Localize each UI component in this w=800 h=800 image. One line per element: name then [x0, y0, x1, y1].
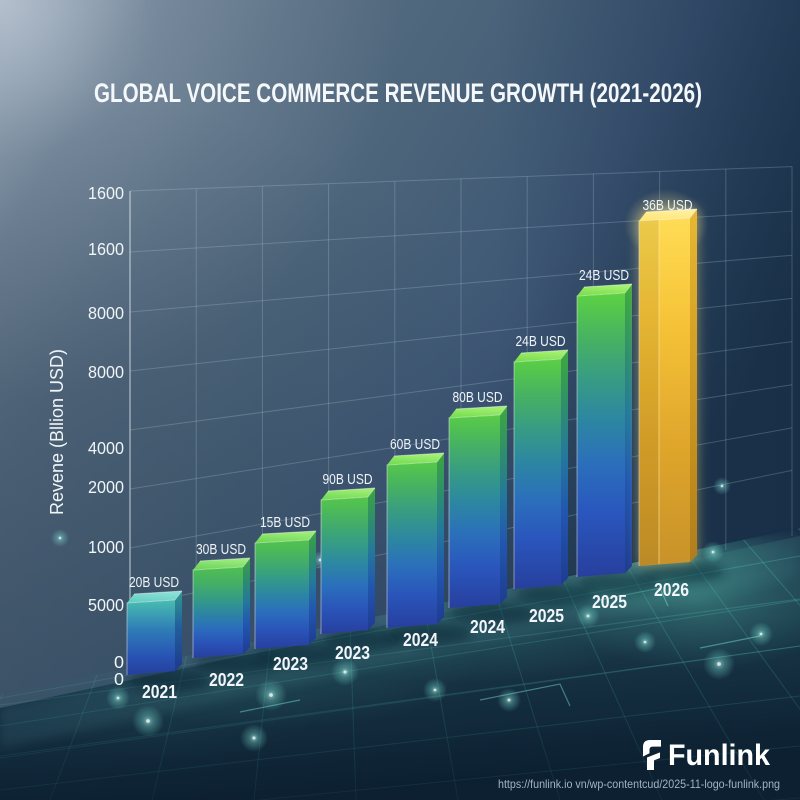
svg-text:2024: 2024 — [403, 629, 439, 650]
svg-text:https://funlink.io vn/wp-conte: https://funlink.io vn/wp-contentcud/2025… — [498, 777, 780, 791]
svg-text:1600: 1600 — [88, 183, 124, 203]
svg-text:Revene (Bllion USD): Revene (Bllion USD) — [47, 349, 67, 515]
svg-text:24B USD: 24B USD — [579, 268, 629, 284]
svg-text:1000: 1000 — [88, 537, 124, 557]
svg-text:24B USD: 24B USD — [516, 334, 566, 350]
svg-text:30B USD: 30B USD — [196, 542, 246, 558]
svg-text:2021: 2021 — [142, 681, 177, 702]
svg-text:2024: 2024 — [470, 616, 506, 637]
svg-text:2026: 2026 — [654, 579, 689, 600]
svg-text:GLOBAL VOICE COMMERCE REVENUE: GLOBAL VOICE COMMERCE REVENUE GROWTH (20… — [94, 78, 702, 108]
svg-text:90B USD: 90B USD — [323, 472, 373, 488]
svg-text:5000: 5000 — [88, 595, 124, 615]
svg-text:1600: 1600 — [88, 239, 124, 259]
svg-text:36B USD: 36B USD — [643, 198, 693, 214]
svg-text:2023: 2023 — [273, 653, 308, 674]
svg-text:80B USD: 80B USD — [453, 390, 503, 406]
svg-text:60B USD: 60B USD — [390, 437, 440, 453]
svg-text:15B USD: 15B USD — [260, 515, 310, 531]
svg-text:20B USD: 20B USD — [129, 575, 179, 591]
svg-text:0: 0 — [114, 669, 124, 689]
svg-text:2025: 2025 — [592, 591, 627, 612]
svg-text:8000: 8000 — [88, 362, 124, 382]
svg-text:4000: 4000 — [88, 438, 124, 458]
svg-text:Funlink: Funlink — [668, 739, 770, 772]
svg-text:0: 0 — [114, 652, 124, 672]
svg-text:8000: 8000 — [88, 303, 124, 323]
svg-text:2022: 2022 — [209, 669, 244, 690]
svg-text:2025: 2025 — [529, 605, 564, 626]
svg-text:2000: 2000 — [88, 477, 124, 497]
svg-text:2023: 2023 — [335, 642, 370, 663]
